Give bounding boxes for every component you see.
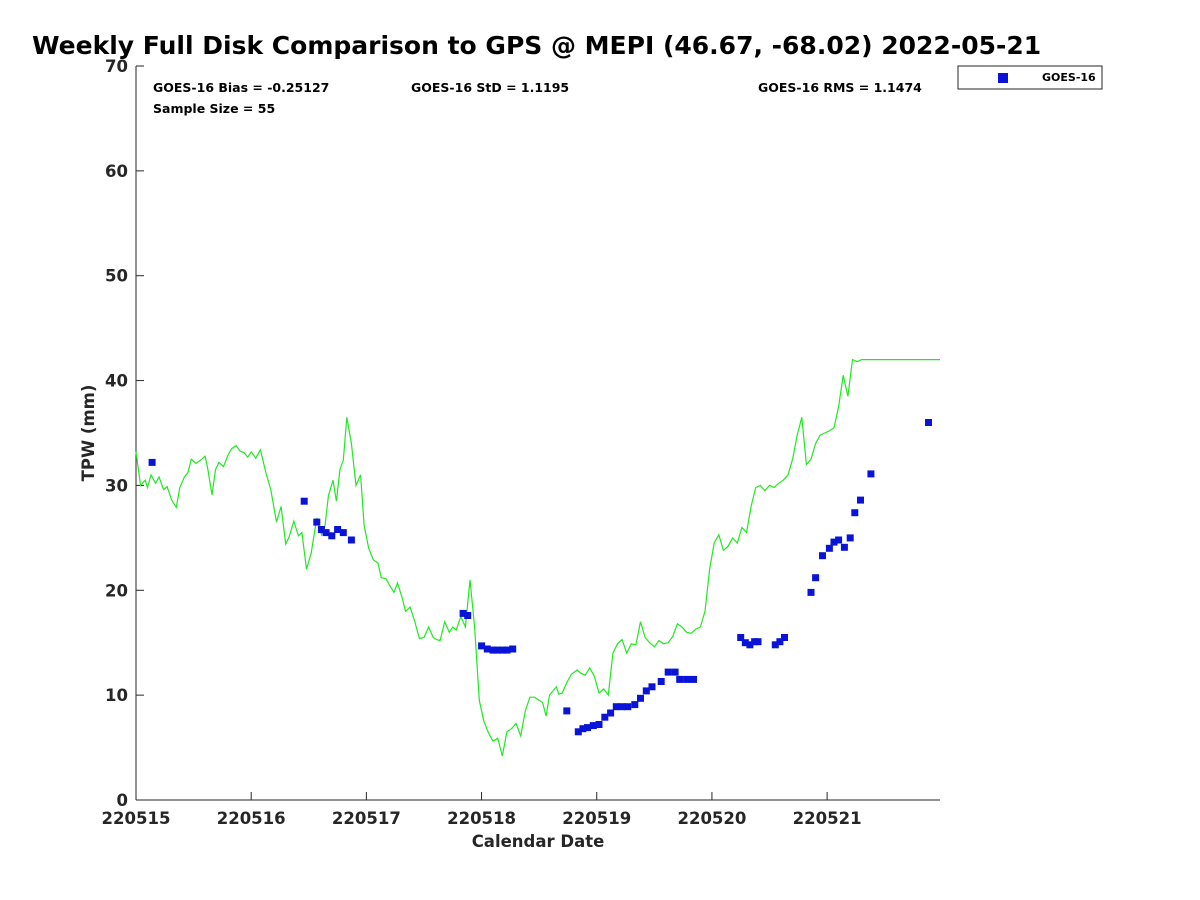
goes16-point — [637, 694, 644, 702]
legend-goes16-marker — [998, 73, 1008, 83]
y-tick-label: 60 — [105, 162, 128, 181]
goes16-point — [317, 526, 325, 533]
goes16-point — [563, 707, 571, 715]
goes16-point — [612, 703, 620, 711]
goes16-point — [300, 497, 308, 505]
goes16-point — [642, 687, 650, 695]
goes16-point — [825, 544, 833, 552]
goes16-point — [867, 470, 875, 478]
plot-area: 0 10 20 30 40 50 60 70 220515 220516 220517 220518… — [102, 57, 940, 828]
goes16-point — [459, 609, 467, 617]
goes16-point — [509, 645, 517, 653]
goes16-point — [595, 721, 603, 728]
goes16-point — [503, 646, 511, 654]
legend-goes16-label: GOES-16 — [1042, 71, 1096, 84]
y-tick-label: 50 — [105, 267, 128, 286]
goes16-point — [579, 725, 587, 733]
goes16-point — [835, 536, 843, 544]
goes16-point — [339, 529, 347, 537]
goes16-point — [589, 722, 597, 730]
x-tick-label: 220518 — [447, 809, 516, 828]
goes16-point — [664, 668, 672, 676]
goes16-point — [313, 518, 321, 526]
goes16-point — [781, 634, 788, 641]
goes16-point — [746, 641, 754, 649]
x-tick-label: 220515 — [102, 809, 171, 828]
goes16-point — [812, 574, 820, 582]
goes16-point — [618, 703, 626, 711]
y-tick-label: 0 — [117, 791, 128, 810]
goes16-points — [148, 419, 932, 736]
goes16-point — [334, 526, 342, 533]
goes16-point — [676, 675, 684, 683]
goes16-point — [846, 534, 854, 542]
goes16-point — [478, 642, 486, 650]
goes16-point — [925, 419, 932, 426]
y-ticks: 0 10 20 30 40 50 60 70 — [105, 57, 144, 810]
goes16-point — [574, 728, 582, 736]
goes16-point — [498, 646, 506, 654]
x-tick-label: 220517 — [332, 809, 401, 828]
goes16-point — [601, 713, 609, 721]
y-tick-label: 70 — [105, 57, 128, 76]
y-tick-label: 30 — [105, 476, 128, 495]
goes16-point — [857, 496, 864, 504]
std-stat: GOES-16 StD = 1.1195 — [411, 80, 569, 95]
goes16-point — [807, 588, 815, 596]
goes16-point — [840, 543, 848, 551]
legend-box — [957, 65, 1103, 90]
chart-title: Weekly Full Disk Comparison to GPS @ MEP… — [32, 31, 1041, 60]
goes16-point — [657, 678, 665, 685]
goes16-point — [683, 675, 691, 683]
x-tick-label: 220516 — [217, 809, 286, 828]
x-tick-label: 220521 — [793, 809, 862, 828]
goes16-point — [483, 645, 491, 653]
goes16-point — [690, 675, 697, 683]
gps-series — [135, 358, 940, 757]
goes16-point — [584, 724, 591, 732]
y-axis-label: TPW (mm) — [79, 385, 98, 482]
goes16-point — [741, 639, 749, 647]
goes16-point — [771, 641, 779, 649]
goes16-point — [494, 646, 502, 654]
goes16-point — [489, 646, 497, 654]
gps-tpw-line — [135, 358, 940, 757]
goes16-point — [631, 701, 639, 709]
y-tick-label: 40 — [105, 372, 128, 391]
y-tick-label: 10 — [105, 686, 128, 705]
goes16-point — [851, 509, 859, 517]
goes16-point — [624, 703, 632, 711]
goes16-point — [648, 683, 656, 691]
goes16-point — [328, 532, 336, 540]
goes16-point — [737, 634, 745, 641]
goes16-point — [347, 536, 355, 544]
sample-size-stat: Sample Size = 55 — [153, 101, 275, 116]
y-tick-label: 20 — [105, 581, 128, 600]
rms-stat: GOES-16 RMS = 1.1474 — [758, 80, 922, 95]
goes16-point — [607, 709, 615, 717]
x-tick-label: 220520 — [677, 809, 746, 828]
goes16-point — [754, 638, 762, 646]
goes16-point — [671, 668, 679, 676]
x-axis-label: Calendar Date — [472, 832, 605, 851]
x-tick-label: 220519 — [562, 809, 631, 828]
bias-stat: GOES-16 Bias = -0.25127 — [153, 80, 329, 95]
goes16-point — [464, 612, 472, 619]
x-ticks: 220515 220516 220517 220518 220519 220520 2205… — [102, 792, 862, 828]
legend: GOES-16 — [957, 65, 1103, 90]
goes16-point — [776, 638, 784, 646]
goes16-point — [322, 529, 330, 537]
goes16-point — [148, 458, 156, 466]
goes16-point — [819, 552, 826, 560]
goes16-point — [830, 538, 838, 546]
